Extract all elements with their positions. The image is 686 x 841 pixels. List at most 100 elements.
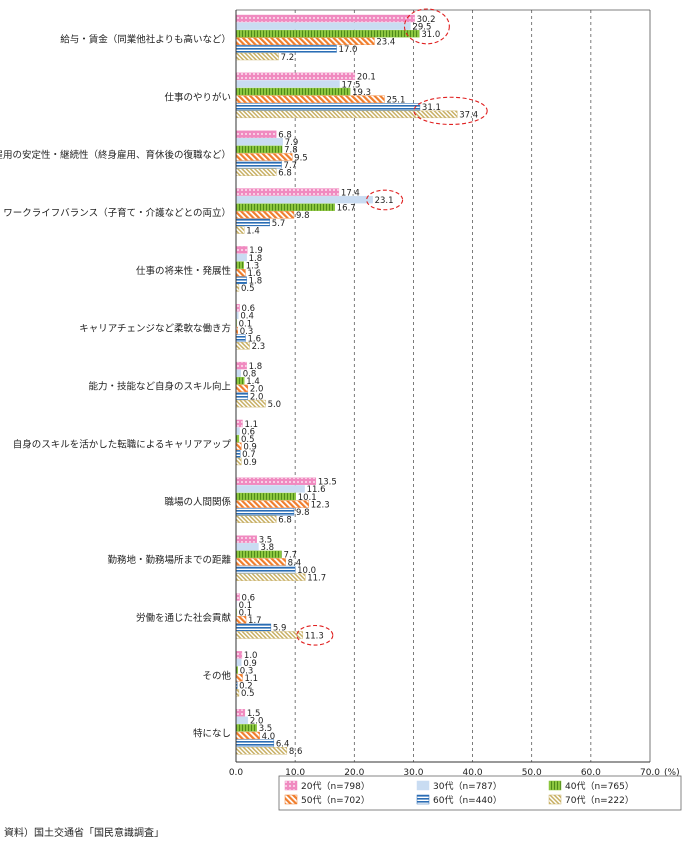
data-label: 0.5 [241, 689, 255, 699]
data-label: 30.2 [417, 15, 436, 25]
data-label: 9.8 [296, 211, 310, 221]
bar [235, 269, 246, 277]
data-label: 1.8 [249, 362, 263, 372]
data-label: 31.1 [422, 103, 441, 113]
data-label: 7.7 [284, 161, 298, 171]
x-tick-label: 70.0 [640, 768, 660, 778]
data-label: 16.7 [337, 204, 356, 214]
legend-swatch [548, 794, 562, 805]
category-label: 仕事の将来性・発展性 [136, 265, 232, 277]
x-tick-label: 30.0 [403, 768, 423, 778]
data-label: 0.1 [239, 319, 253, 329]
data-label: 17.5 [342, 80, 361, 90]
highlight-ellipse [413, 96, 488, 125]
x-tick-label: 50.0 [522, 768, 542, 778]
bar [235, 651, 243, 659]
data-label: 2.3 [252, 342, 266, 352]
data-label: 13.5 [318, 478, 337, 488]
x-unit-label: (%) [664, 768, 680, 778]
bar [235, 188, 340, 196]
bar [235, 203, 335, 211]
bar [235, 130, 277, 138]
data-label: 2.0 [250, 717, 264, 727]
bar [235, 218, 270, 227]
data-label: 0.9 [243, 659, 257, 669]
bar [235, 709, 246, 717]
highlight-ellipse [403, 8, 450, 45]
data-label: 7.8 [284, 146, 298, 156]
data-label: 11.3 [305, 631, 324, 641]
data-label: 8.4 [288, 558, 302, 568]
data-label: 0.7 [242, 450, 256, 460]
data-label: 7.7 [284, 551, 298, 561]
bar [235, 276, 247, 284]
data-label: 8.6 [289, 747, 303, 757]
bar [235, 631, 304, 639]
data-label: 1.3 [246, 261, 260, 271]
data-label: 0.5 [241, 435, 255, 445]
data-label: 1.4 [246, 226, 260, 236]
legend-layer: 20代（n=798） 30代（n=787） 40代（n=765） 50代（n=702）… [278, 775, 682, 811]
category-label: 能力・技能など自身のスキル向上 [88, 381, 231, 393]
category-label: 自身のスキルを活かした転職によるキャリアアップ [13, 438, 232, 450]
data-label: 6.8 [278, 131, 292, 141]
data-label: 29.5 [412, 22, 431, 32]
data-label: 9.8 [296, 508, 310, 518]
bar [235, 160, 282, 169]
data-label: 0.9 [243, 443, 257, 453]
data-label: 2.0 [250, 385, 264, 395]
data-label: 0.6 [242, 304, 256, 314]
bar [235, 492, 296, 501]
bar [235, 419, 243, 428]
bar [235, 22, 411, 30]
bar [235, 565, 296, 574]
legend-label: 40代（n=765） [565, 781, 634, 792]
data-label: 1.4 [246, 377, 260, 387]
source-note: 資料）国土交通省「国民意識調査」 [4, 828, 164, 839]
bar [235, 226, 245, 234]
grid-layer [236, 9, 651, 762]
data-label: 1.9 [249, 246, 263, 256]
data-label: 23.1 [375, 196, 394, 206]
category-label: 仕事のやりがい [164, 91, 231, 103]
bar [235, 138, 283, 146]
bar [235, 535, 257, 543]
data-label: 11.6 [307, 485, 326, 495]
bar [235, 543, 259, 551]
category-label: ワークライフバランス（子育て・介護などとの両立） [3, 207, 231, 219]
data-label: 7.9 [285, 138, 299, 148]
data-label: 6.8 [278, 516, 292, 526]
data-label: 3.8 [260, 543, 274, 553]
bar [235, 392, 249, 400]
data-label: 0.3 [240, 666, 254, 676]
bar [235, 558, 286, 566]
data-label: 0.1 [239, 601, 253, 611]
data-label: 1.6 [247, 334, 261, 344]
data-label: 6.4 [276, 739, 290, 749]
x-tick-label: 60.0 [581, 768, 601, 778]
bar [235, 361, 247, 370]
legend-swatch [416, 794, 430, 805]
data-label: 0.9 [243, 458, 257, 468]
bar [235, 550, 282, 559]
legend-label: 70代（n=222） [565, 795, 634, 806]
bar [235, 145, 283, 154]
category-label: 勤務地・勤務場所までの距離 [107, 554, 231, 566]
data-label: 2.0 [250, 392, 264, 402]
bar [235, 168, 277, 176]
data-label: 0.8 [243, 370, 257, 380]
bar [235, 658, 242, 667]
legend-swatch [284, 794, 298, 805]
bar [235, 593, 240, 601]
bar [235, 72, 356, 81]
data-label: 1.1 [245, 674, 259, 684]
category-label: 雇用の安定性・継続性（終身雇用、育休後の復職など） [0, 149, 231, 161]
data-label: 0.4 [240, 312, 254, 322]
data-label: 5.9 [273, 624, 287, 634]
category-label: 特になし [193, 728, 231, 740]
data-label: 6.8 [278, 169, 292, 179]
data-label: 0.2 [239, 682, 253, 692]
x-tick-label: 10.0 [285, 768, 305, 778]
bar [235, 457, 242, 466]
